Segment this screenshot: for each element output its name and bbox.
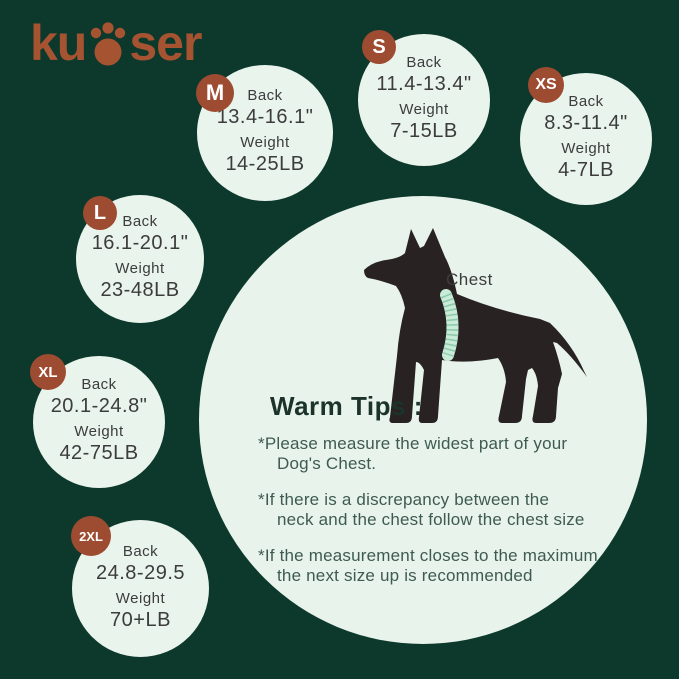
chest-label: Chest — [446, 270, 493, 289]
logo-text-suffix: ser — [129, 15, 202, 71]
size-circle-xs: XS Back 8.3-11.4" Weight 4-7LB — [520, 67, 652, 205]
size-badge-xl: XL — [30, 354, 66, 390]
size-badge-s: S — [362, 30, 396, 64]
logo-text-prefix: ku — [30, 15, 87, 71]
dog-silhouette — [364, 228, 587, 423]
warm-tips-heading: Warm Tips : — [270, 391, 423, 421]
weight-label: Weight — [240, 134, 290, 151]
weight-value: 7-15LB — [390, 120, 458, 142]
size-badge-2xl: 2XL — [71, 516, 111, 556]
kuoser-logo: ku ser — [30, 15, 202, 71]
size-circle-s: S Back 11.4-13.4" Weight 7-15LB — [358, 30, 490, 166]
weight-label: Weight — [115, 260, 165, 277]
back-value: 20.1-24.8" — [50, 395, 148, 417]
warm-tips-section: Warm Tips : *Please measure the widest p… — [258, 391, 598, 602]
back-label: Back — [122, 542, 159, 560]
size-badge-l: L — [83, 196, 117, 230]
measuring-tape-ribs — [440, 292, 459, 357]
back-label: Back — [247, 87, 283, 104]
back-value: 8.3-11.4" — [544, 112, 628, 134]
back-value: 13.4-16.1" — [216, 106, 314, 128]
weight-value: 70+LB — [110, 608, 171, 631]
weight-label: Weight — [115, 589, 166, 607]
size-circle-m: M Back 13.4-16.1" Weight 14-25LB — [196, 65, 333, 201]
warm-tip-2: *If there is a discrepancy between the n… — [258, 490, 585, 529]
weight-value: 14-25LB — [225, 153, 305, 175]
weight-label: Weight — [561, 140, 611, 157]
size-badge-m: M — [196, 74, 234, 112]
size-badge-xs: XS — [528, 67, 564, 103]
warm-tip-1: *Please measure the widest part of your … — [258, 434, 568, 473]
size-circle-2xl: 2XL Back 24.8-29.5 Weight 70+LB — [71, 516, 209, 657]
size-circle-xl: XL Back 20.1-24.8" Weight 42-75LB — [30, 354, 165, 488]
paw-icon — [91, 22, 126, 66]
weight-value: 23-48LB — [100, 279, 180, 301]
back-value: 16.1-20.1" — [91, 232, 189, 254]
warm-tip-3: *If the measurement closes to the maximu… — [258, 546, 598, 585]
weight-value: 4-7LB — [558, 159, 614, 181]
weight-value: 42-75LB — [59, 442, 139, 464]
back-label: Back — [568, 93, 604, 110]
back-value: 24.8-29.5 — [95, 561, 185, 584]
back-label: Back — [81, 376, 117, 393]
weight-label: Weight — [74, 423, 124, 440]
weight-label: Weight — [399, 101, 449, 118]
size-circle-l: L Back 16.1-20.1" Weight 23-48LB — [76, 195, 204, 323]
back-value: 11.4-13.4" — [376, 73, 472, 95]
back-label: Back — [122, 213, 158, 230]
back-label: Back — [406, 54, 442, 71]
